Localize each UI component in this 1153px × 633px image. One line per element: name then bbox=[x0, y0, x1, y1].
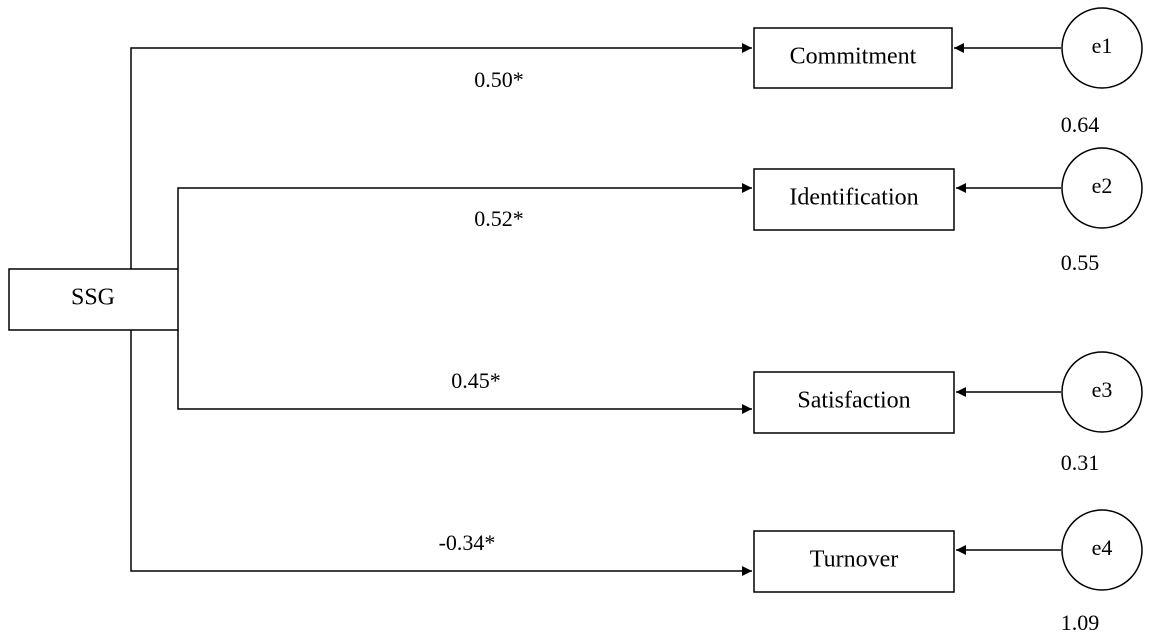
identification-label: Identification bbox=[789, 185, 918, 211]
variance-e3: 0.31 bbox=[1061, 450, 1100, 475]
variance-e4: 1.09 bbox=[1061, 610, 1100, 633]
variance-e2: 0.55 bbox=[1061, 250, 1100, 275]
ssg-node: SSG bbox=[8, 268, 179, 331]
satisfaction-label: Satisfaction bbox=[797, 388, 910, 414]
turnover-label: Turnover bbox=[810, 547, 898, 573]
turnover-node: Turnover bbox=[753, 530, 955, 593]
error-e2-label: e2 bbox=[1092, 173, 1113, 198]
satisfaction-node: Satisfaction bbox=[753, 371, 955, 434]
error-e4-label: e4 bbox=[1092, 535, 1113, 560]
error-e1-label: e1 bbox=[1092, 33, 1113, 58]
error-e4: e4 bbox=[1061, 509, 1143, 591]
path-ssg-commitment bbox=[130, 43, 752, 269]
path-ssg-turnover bbox=[130, 330, 752, 576]
coefficient-commitment: 0.50* bbox=[474, 67, 524, 92]
path-lines bbox=[130, 43, 752, 576]
variance-e1: 0.64 bbox=[1061, 112, 1100, 137]
commitment-node: Commitment bbox=[753, 27, 953, 89]
error-e1: e1 bbox=[1061, 7, 1143, 89]
error-e2: e2 bbox=[1061, 147, 1143, 229]
coefficient-turnover: -0.34* bbox=[439, 530, 496, 555]
commitment-label: Commitment bbox=[790, 44, 917, 70]
identification-node: Identification bbox=[753, 168, 955, 231]
path-ssg-identification bbox=[177, 183, 752, 269]
coefficient-identification: 0.52* bbox=[474, 206, 524, 231]
path-ssg-satisfaction bbox=[177, 330, 752, 414]
ssg-label: SSG bbox=[71, 285, 115, 311]
error-e3-label: e3 bbox=[1092, 377, 1113, 402]
error-e3: e3 bbox=[1061, 351, 1143, 433]
error-arrows bbox=[954, 43, 1061, 555]
coefficient-satisfaction: 0.45* bbox=[451, 368, 501, 393]
